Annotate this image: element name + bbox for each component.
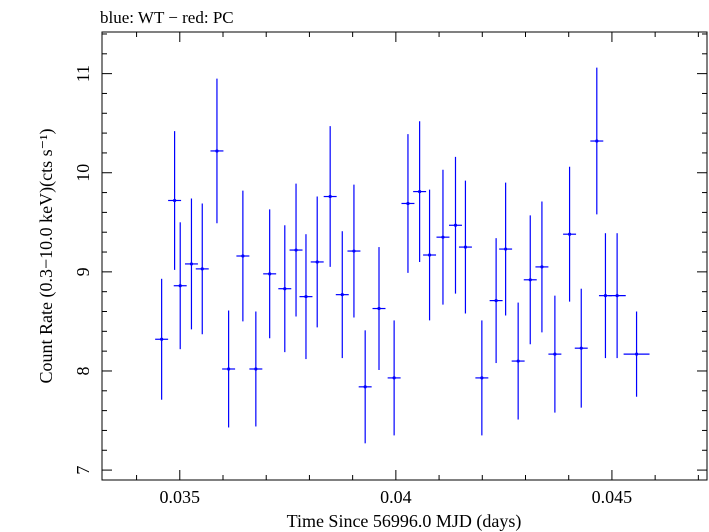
point-marker (615, 294, 619, 298)
point-marker (283, 287, 287, 291)
point-marker (480, 376, 484, 380)
point-marker (427, 253, 432, 257)
x-tick-label: 0.035 (160, 487, 201, 507)
point-marker (160, 337, 164, 341)
data-point (436, 169, 450, 305)
data-point (372, 247, 386, 370)
data-point (608, 233, 626, 359)
data-point (499, 182, 513, 316)
data-point (458, 180, 472, 314)
point-marker (453, 223, 458, 227)
y-tick-label: 10 (73, 164, 93, 182)
point-marker (392, 376, 396, 380)
x-axis-label: Time Since 56996.0 MJD (days) (287, 511, 522, 532)
point-marker (595, 139, 599, 143)
point-marker (516, 359, 520, 363)
data-point (423, 189, 437, 321)
point-marker (418, 189, 422, 194)
y-axis: 7 8 9 10 11 (73, 33, 707, 475)
point-marker (315, 260, 319, 264)
data-point (278, 225, 292, 353)
point-marker (254, 367, 258, 371)
data-point (168, 131, 182, 270)
data-point (195, 203, 209, 335)
data-point (358, 330, 372, 444)
point-marker (294, 248, 298, 252)
data-point (449, 156, 462, 294)
x-tick-label: 0.04 (380, 487, 412, 507)
data-point (210, 78, 224, 224)
data-point (335, 231, 349, 359)
data-point (574, 288, 588, 408)
point-marker (553, 352, 557, 356)
data-point (623, 311, 650, 397)
data-point (222, 310, 236, 428)
point-marker (406, 201, 410, 206)
data-point (289, 183, 303, 317)
point-marker (173, 198, 177, 203)
point-marker (178, 284, 182, 288)
point-marker (567, 232, 572, 236)
data-point (535, 201, 549, 333)
point-marker (463, 245, 468, 249)
data-point (310, 196, 324, 328)
x-axis: 0.035 0.04 0.045 (136, 32, 699, 507)
y-tick-label: 9 (73, 267, 93, 276)
point-marker (377, 306, 381, 311)
point-marker (528, 278, 532, 282)
data-point (523, 215, 537, 345)
data-point (387, 320, 401, 436)
data-point (236, 190, 250, 322)
data-point (173, 222, 187, 350)
point-marker (227, 367, 231, 371)
data-point (548, 295, 562, 413)
point-marker (494, 299, 498, 303)
chart-title: blue: WT − red: PC (100, 8, 234, 27)
data-point (475, 320, 489, 436)
data-point (184, 198, 198, 330)
plot-frame (101, 31, 708, 481)
y-tick-label: 7 (73, 466, 93, 475)
x-tick-label: 0.045 (592, 487, 633, 507)
point-marker (328, 194, 332, 199)
point-marker (603, 294, 608, 298)
data-point (249, 311, 263, 427)
point-marker (363, 385, 367, 389)
data-point (511, 302, 525, 420)
point-marker (504, 247, 508, 251)
point-marker (634, 352, 639, 356)
point-marker (241, 254, 245, 258)
point-marker (215, 149, 219, 153)
data-point (489, 238, 503, 364)
y-tick-label: 8 (73, 366, 93, 375)
data-point (347, 184, 361, 318)
point-marker (441, 235, 445, 239)
point-marker (200, 267, 204, 271)
point-marker (304, 295, 308, 299)
point-marker (268, 272, 272, 276)
data-point (401, 134, 415, 273)
point-marker (579, 346, 583, 350)
point-marker (189, 262, 194, 266)
point-marker (340, 293, 344, 297)
point-marker (352, 249, 356, 253)
point-marker (540, 265, 544, 269)
data-point (590, 67, 604, 215)
data-point (299, 234, 313, 360)
data-point (413, 121, 427, 262)
data-series (155, 67, 650, 444)
data-point (155, 278, 169, 400)
y-axis-label: Count Rate (0.3−10.0 keV)(cts s⁻¹) (36, 128, 57, 383)
data-point (263, 209, 277, 339)
y-tick-label: 11 (73, 65, 93, 82)
data-point (563, 166, 577, 302)
data-point (323, 126, 337, 267)
